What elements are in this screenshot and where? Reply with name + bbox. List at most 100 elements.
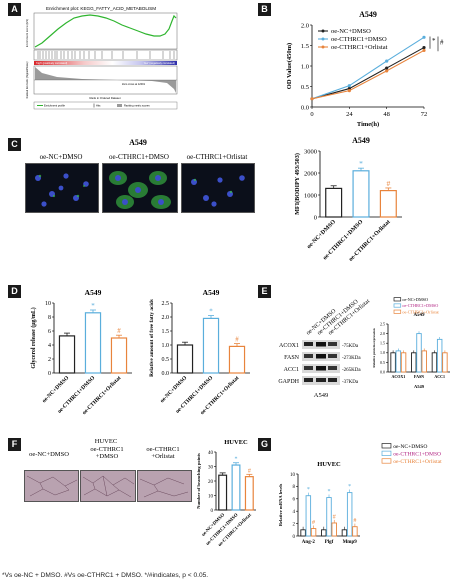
y-tick-label: 2000 xyxy=(304,170,317,177)
y-tick-label: 2.0 xyxy=(162,315,170,321)
blot-kda-2: -265KDa xyxy=(342,368,361,373)
western-blot: oe-NC+DMSO oe-CTHRC1+DMSO oe-CTHRC1+Orli… xyxy=(278,298,371,399)
series-line-2 xyxy=(311,49,425,100)
significance-mark-2-1: * xyxy=(348,484,351,490)
y-axis-label: Relative amount of free fatty acids xyxy=(149,299,155,377)
gsea-panel: Enrichment plot: KEGG_FATTY_ACID_METABOL… xyxy=(22,3,180,115)
panel-label-a: A xyxy=(8,3,21,16)
y-tick-label: 40 xyxy=(208,451,214,456)
bar-2 xyxy=(244,476,254,511)
blot-protein-2: ACC1 xyxy=(284,367,299,373)
significance-mark-2: # xyxy=(235,336,239,344)
y-tick-label: 0 xyxy=(48,371,51,377)
blot-kda-3: -37KDa xyxy=(342,380,359,385)
panel-label-d: D xyxy=(8,285,21,298)
series-point-2-0 xyxy=(310,97,314,101)
bar-0 xyxy=(58,335,76,374)
bar-0-1 xyxy=(395,350,402,373)
blot-protein-0: ACOX1 xyxy=(279,343,299,349)
y-tick-label: 0.0 xyxy=(380,369,385,374)
bar-1-0 xyxy=(411,352,417,373)
significance-mark-2: # xyxy=(386,179,390,188)
significance-mark-1: * xyxy=(235,457,238,463)
gsea-x-label: Rank in Ordered Dataset xyxy=(90,96,121,100)
bar-2-1 xyxy=(436,338,443,373)
mrna-grouped-bar: 0 2 4 6 8 10 HUVEC Relative mRNA levels * # Ang-2 *… xyxy=(278,443,442,545)
y-tick-label: 1.0 xyxy=(162,343,170,349)
blot-kda-0: -75KDa xyxy=(342,344,359,349)
y-tick-label: 6 xyxy=(293,498,296,503)
category-label-2: ACC1 xyxy=(434,374,445,379)
legend-swatch-0 xyxy=(393,297,402,302)
y-tick-label: 0 xyxy=(314,214,317,221)
legend-marker-1 xyxy=(321,37,325,41)
y-tick-label: 0.0 xyxy=(301,104,309,111)
y-tick-label: 0 xyxy=(293,535,296,540)
bar-0 xyxy=(325,187,343,218)
legend-label-0: oe-NC+DMSO xyxy=(393,444,427,450)
y-tick-label: 10 xyxy=(208,494,214,499)
growth-line-chart: 0.0 0.5 1.0 1.5 2.0 A549 OD Value(450m) 0 24 48 72… xyxy=(286,10,444,128)
legend-label-1: oe-CTHRC1+DMSO xyxy=(402,303,438,308)
legend-swatch-2 xyxy=(381,458,392,464)
y-tick-label: 1.5 xyxy=(380,341,385,346)
y-tick-label: 0.5 xyxy=(380,360,385,365)
y-tick-label: 1.0 xyxy=(380,350,385,355)
bar-2-2 xyxy=(352,526,358,537)
category-label-1: Plgf xyxy=(325,540,334,545)
chart-title: HUVEC xyxy=(317,461,341,468)
category-label-0: Ang-2 xyxy=(302,540,316,545)
gsea-es-curve xyxy=(34,14,177,48)
bar-0-2 xyxy=(400,352,407,373)
y-tick-label: 8 xyxy=(293,485,296,490)
gsea-plot: Enrichment plot: KEGG_FATTY_ACID_METABOL… xyxy=(25,6,178,110)
significance-mark-1: * xyxy=(209,308,213,316)
panel-e-blot: oe-NC+DMSO oe-CTHRC1+DMSO oe-CTHRC1+Orli… xyxy=(272,285,372,435)
sig-hash: # xyxy=(440,38,444,46)
bar-1 xyxy=(352,170,370,218)
y-axis-label: MFI(BODIPY 493/503) xyxy=(294,153,301,215)
y-tick-label: 0.0 xyxy=(162,371,170,377)
significance-mark-0-1: * xyxy=(307,487,310,493)
y-tick-label: 4 xyxy=(48,343,51,349)
bar-2-2 xyxy=(442,352,448,373)
figure-caption: *Vs oe-NC + DMSO. #Vs oe-CTHRC1 + DMSO. … xyxy=(2,572,209,579)
blot-kda-1: -273KDa xyxy=(342,356,361,361)
gsea-legend-2: Ranking metric scores xyxy=(124,104,150,108)
legend-swatch-2 xyxy=(393,309,402,314)
y-axis-label: Number of branching points xyxy=(196,453,201,509)
legend-label-2: oe-CTHRC1+Orlistat xyxy=(402,309,439,314)
y-tick-label: 0.5 xyxy=(301,84,309,91)
y-tick-label: 0.5 xyxy=(162,357,170,363)
y-axis-label: Relative protein expression xyxy=(372,328,376,367)
series-point-2-1 xyxy=(347,89,351,93)
y-axis-label: Relative mRNA levels xyxy=(278,483,283,526)
legend-marker-2 xyxy=(321,45,325,49)
series-point-1-1 xyxy=(347,84,351,88)
blot-cell-title: A549 xyxy=(314,392,328,399)
micro-c-title: A549 xyxy=(129,138,147,147)
panel-label-f: F xyxy=(8,438,21,451)
y-tick-label: 10 xyxy=(45,301,51,307)
gsea-legend-0: Enrichment profile xyxy=(44,104,65,108)
significance-mark-0-2: # xyxy=(312,520,315,526)
y-tick-label: 1.5 xyxy=(162,329,170,335)
bar-0-0 xyxy=(300,529,306,537)
series-point-1-3 xyxy=(422,35,426,39)
x-axis-label: Time(h) xyxy=(357,121,379,128)
panel-label-e: E xyxy=(258,285,271,298)
series-point-0-2 xyxy=(385,66,389,70)
ffa-bar-chart: 0.0 0.5 1.0 1.5 2.0 2.5 A549 Relative amount of… xyxy=(149,288,250,416)
legend-swatch-1 xyxy=(381,450,392,456)
y-tick-label: 20 xyxy=(208,480,214,485)
y-tick-label: 1.5 xyxy=(301,43,309,50)
panel-e-bar: 0.0 0.5 1.0 1.5 2.0 2.5 A549 Relative protein e… xyxy=(372,290,454,410)
legend-swatch-0 xyxy=(381,443,392,449)
gsea-y1-label: Enrichment score (ES) xyxy=(25,19,29,47)
micro-c-label-1: oe-CTHRC1+DMSO xyxy=(109,153,169,161)
bar-2 xyxy=(379,189,397,218)
y-tick-label: 2.0 xyxy=(380,331,385,336)
y-tick-label: 10 xyxy=(290,473,296,478)
y-axis-label: OD Value(450m) xyxy=(286,43,293,89)
